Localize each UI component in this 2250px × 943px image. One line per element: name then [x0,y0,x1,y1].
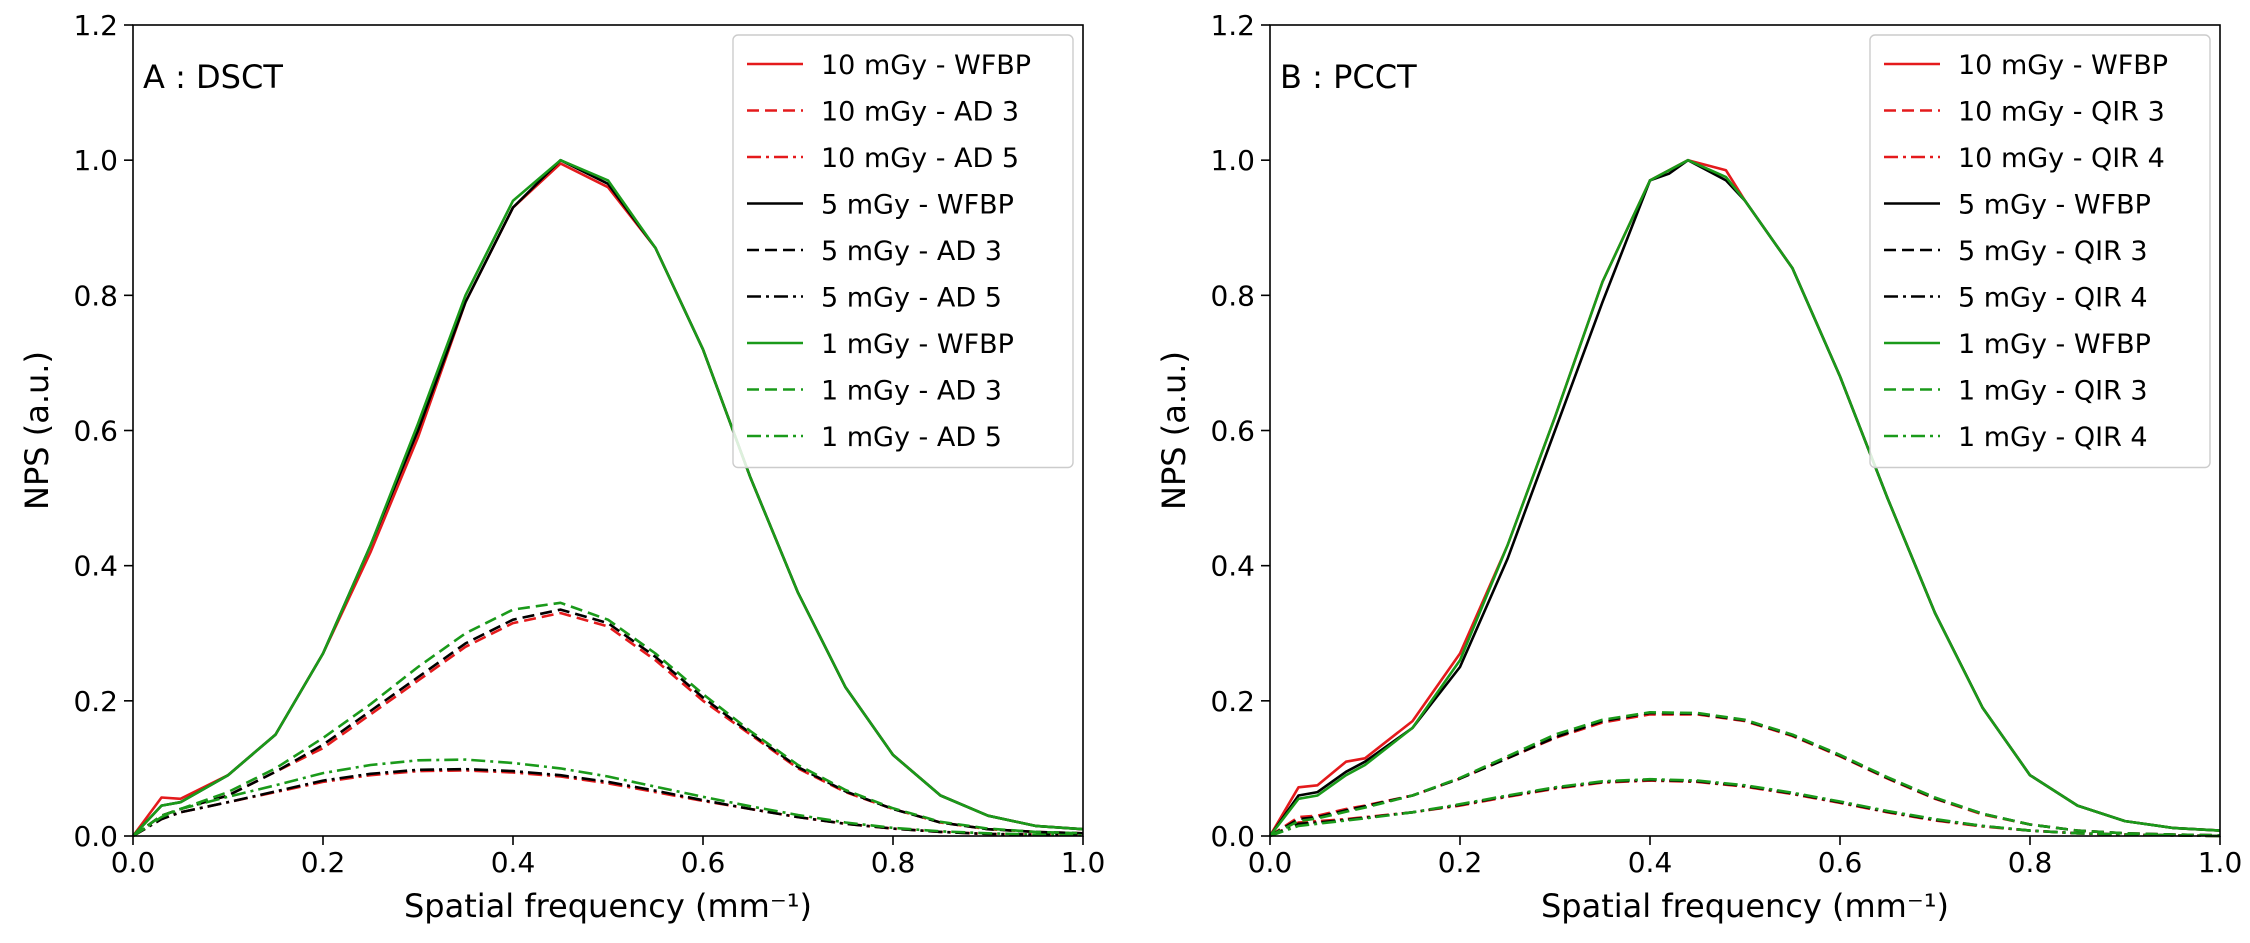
y-tick-label: 1.2 [1210,9,1255,42]
series-line-1-mgy-ad-5 [132,758,1084,838]
x-tick-label: 1.0 [1061,846,1106,879]
legend-label: 1 mGy - WFBP [1958,329,2151,360]
series-line-5-mgy-qir-3 [1269,711,2221,838]
x-tick-label: 0.0 [1248,846,1293,879]
panel-title: B : PCCT [1280,58,1417,96]
legend-box [1869,34,2211,469]
x-tick-label: 0.6 [1818,846,1863,879]
legend-label: 1 mGy - QIR 4 [1958,422,2148,453]
y-tick-label: 0.0 [1210,820,1255,853]
y-tick-label: 1.0 [1210,144,1255,177]
series-line-10-mgy-ad-5 [132,769,1084,838]
x-axis-label: Spatial frequency (mm⁻¹) [404,887,812,925]
legend-label: 5 mGy - WFBP [821,190,1014,221]
series-line-5-mgy-ad-3 [132,608,1084,838]
y-axis-label: NPS (a.u.) [18,351,56,510]
y-tick-label: 0.2 [73,685,118,718]
legend-label: 5 mGy - QIR 4 [1958,283,2148,314]
y-tick-label: 0.8 [73,279,118,312]
series-line-1-mgy-wfbp [132,158,1084,837]
legend-label: 10 mGy - QIR 3 [1958,97,2165,128]
legend-label: 10 mGy - QIR 4 [1958,143,2165,174]
panel-b-pcct: 0.0 0.2 0.4 0.6 0.8 1.0 0.0 0.2 0.4 0.6 0.8 1.0 1.2 S… [1155,9,2242,925]
legend-label: 5 mGy - AD 3 [821,236,1002,267]
y-tick-label: 0.2 [1210,685,1255,718]
x-tick-label: 1.0 [2198,846,2243,879]
series-line-5-mgy-qir-4 [1269,778,2221,838]
series-line-10-mgy-ad-3 [132,611,1084,838]
x-tick-label: 0.0 [111,846,156,879]
y-tick-label: 0.6 [73,415,118,448]
x-tick-label: 0.4 [491,846,536,879]
series-line-10-mgy-qir-3 [1269,713,2221,838]
series-line-1-mgy-qir-3 [1269,710,2221,838]
legend-label: 5 mGy - QIR 3 [1958,236,2148,267]
legend-label: 10 mGy - AD 5 [821,143,1019,174]
y-tick-label: 0.8 [1210,279,1255,312]
x-tick-label: 0.6 [681,846,726,879]
y-axis-label: NPS (a.u.) [1155,351,1193,510]
x-tick-label: 0.2 [301,846,346,879]
x-axis-label: Spatial frequency (mm⁻¹) [1541,887,1949,925]
legend-label: 5 mGy - WFBP [1958,190,2151,221]
legend-label: 1 mGy - AD 5 [821,422,1002,453]
legend-box [732,34,1074,469]
panel-title: A : DSCT [143,58,283,96]
legend: 10 mGy - WFBP 10 mGy - QIR 3 10 mGy - QIR … [1869,34,2211,469]
x-tick-label: 0.2 [1438,846,1483,879]
series-line-1-mgy-qir-4 [1269,777,2221,838]
series-line-1-mgy-wfbp [1268,158,2221,837]
legend-label: 1 mGy - QIR 3 [1958,376,2148,407]
series-line-1-mgy-ad-3 [132,601,1084,838]
panel-a-dsct: 0.0 0.2 0.4 0.6 0.8 1.0 0.0 0.2 0.4 0.6 0.8 1.0 1.2 S… [18,9,1105,925]
legend-label: 1 mGy - AD 3 [821,376,1002,407]
y-tick-label: 0.6 [1210,415,1255,448]
y-tick-label: 0.4 [73,550,118,583]
legend: 10 mGy - WFBP 10 mGy - AD 3 10 mGy - AD 5 5… [732,34,1074,469]
series-line-10-mgy-qir-4 [1269,779,2221,838]
x-tick-label: 0.8 [2008,846,2053,879]
x-tick-label: 0.8 [871,846,916,879]
legend-label: 10 mGy - WFBP [821,50,1031,81]
legend-label: 10 mGy - WFBP [1958,50,2168,81]
y-tick-label: 0.4 [1210,550,1255,583]
series-line-5-mgy-ad-5 [132,767,1084,838]
legend-label: 1 mGy - WFBP [821,329,1014,360]
x-tick-label: 0.4 [1628,846,1673,879]
legend-label: 10 mGy - AD 3 [821,97,1019,128]
y-tick-label: 1.2 [73,9,118,42]
y-tick-label: 1.0 [73,144,118,177]
y-tick-label: 0.0 [73,820,118,853]
legend-label: 5 mGy - AD 5 [821,283,1002,314]
